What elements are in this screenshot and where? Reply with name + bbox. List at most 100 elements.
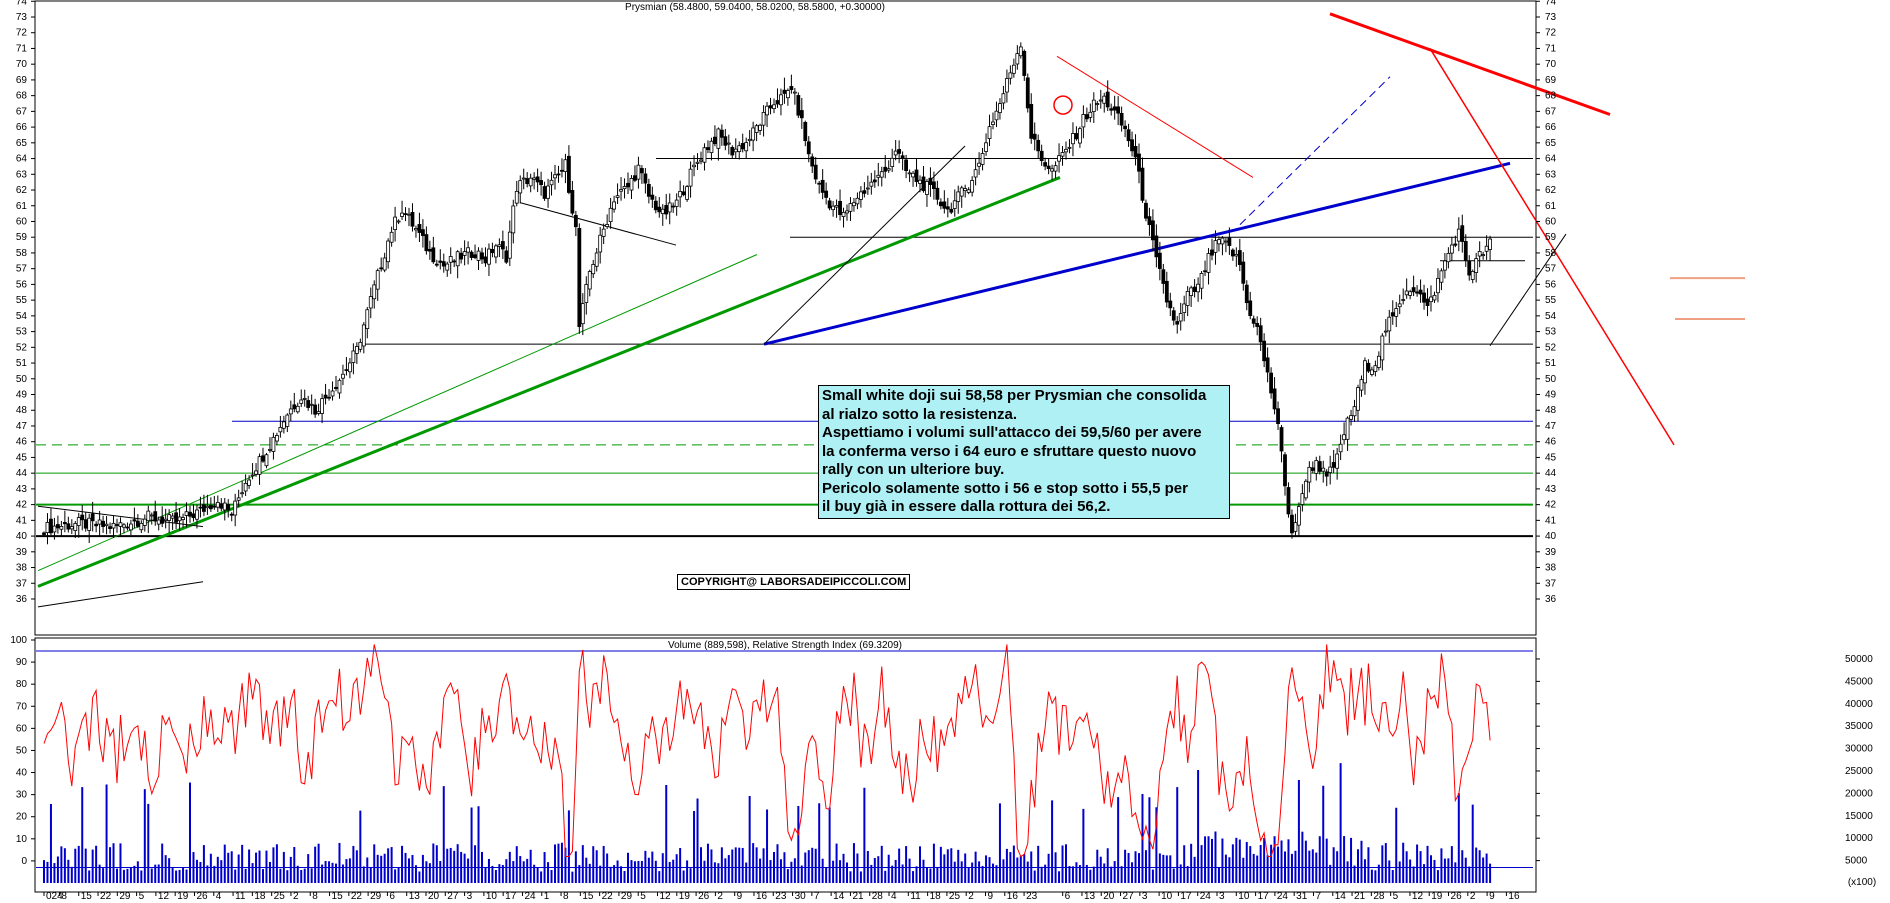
date-tick-label: 9 [737, 891, 743, 902]
candle-body [1185, 290, 1190, 306]
price-tick-label-right: 64 [1545, 154, 1557, 165]
candle-body [890, 157, 895, 167]
candle-body [285, 414, 290, 427]
candle-body [351, 350, 356, 363]
candle-body [1307, 466, 1312, 483]
candle-body [76, 517, 81, 526]
rsi-tick-label: 20 [16, 812, 28, 823]
candle-body [132, 519, 137, 522]
price-tick-label-right: 38 [1545, 563, 1557, 574]
candle-body [455, 251, 460, 267]
annotation-line: Pericolo solamente sotto i 56 e stop sot… [822, 479, 1188, 497]
price-tick-label-left: 46 [16, 437, 28, 448]
price-tick-label-left: 58 [16, 248, 28, 259]
candle-body [1067, 146, 1072, 149]
candle-body [754, 125, 759, 133]
candle-body [587, 271, 592, 290]
candle-body [292, 404, 297, 410]
candle-body [699, 159, 703, 162]
date-tick-label: 24 [1200, 891, 1212, 902]
candle-body [275, 435, 279, 442]
candle-body [101, 520, 105, 527]
candle-body [810, 156, 815, 167]
candle-body [1196, 283, 1200, 293]
price-tick-label-right: 57 [1545, 264, 1557, 275]
candle-body [87, 517, 92, 531]
candle-body [306, 400, 311, 408]
horizontal-levels [36, 158, 1745, 869]
date-tick-label: 17 [1258, 891, 1270, 902]
rsi-line [43, 644, 1491, 858]
candle-body [667, 202, 672, 213]
candle-body [1488, 238, 1492, 250]
volume-tick-label: 25000 [1845, 766, 1873, 777]
price-tick-label-left: 70 [16, 59, 28, 70]
candle-body [1112, 106, 1117, 111]
indicator-chart-title: Volume (889,598), Relative Strength Inde… [668, 640, 902, 651]
price-tick-label-left: 49 [16, 390, 28, 401]
date-tick-label: 3 [467, 891, 473, 902]
candle-body [518, 180, 523, 194]
rsi-tick-label: 90 [16, 657, 28, 668]
candle-body [1477, 251, 1482, 257]
candle-body [1098, 99, 1103, 102]
candle-body [403, 213, 408, 216]
candle-body [396, 220, 401, 223]
candle-body [629, 178, 634, 191]
date-tick-label: 20 [1103, 891, 1115, 902]
candle-body [1460, 225, 1465, 242]
highlight-circle [1053, 95, 1073, 115]
price-tick-label-right: 45 [1545, 452, 1557, 463]
annotation-line: Aspettiamo i volumi sull'attacco dei 59,… [822, 424, 1202, 441]
price-tick-label-right: 63 [1545, 169, 1557, 180]
candle-body [560, 169, 564, 172]
candle-body [1401, 299, 1406, 301]
candle-body [973, 169, 978, 178]
price-tick-label-right: 43 [1545, 484, 1557, 495]
price-tick-label-left: 54 [16, 311, 28, 322]
candle-body [1064, 148, 1068, 153]
price-tick-label-right: 72 [1545, 28, 1557, 39]
date-tick-label: 13 [1084, 891, 1096, 902]
candle-body [646, 183, 651, 197]
candle-body [605, 224, 610, 227]
candle-body [434, 263, 439, 266]
candle-body [1189, 287, 1194, 296]
candle-body [1390, 312, 1395, 317]
candle-body [1241, 261, 1246, 284]
candle-body [219, 503, 224, 509]
candle-body [514, 190, 519, 204]
date-tick-label: 27 [447, 891, 459, 902]
candle-body [108, 526, 112, 529]
candle-body [452, 260, 457, 263]
price-tick-label-left: 67 [16, 106, 28, 117]
candle-body [827, 200, 832, 209]
candle-body [320, 398, 324, 414]
annotation-line: il buy già in essere dalla rottura dei 5… [822, 498, 1111, 515]
date-tick-label: 3 [1142, 891, 1148, 902]
candle-body [1071, 133, 1075, 145]
candle-body [177, 516, 182, 522]
price-tick-label-left: 66 [16, 122, 28, 133]
candle-body [417, 224, 422, 233]
candle-body [1046, 165, 1051, 169]
candle-body [782, 89, 787, 94]
date-tick-label: 17 [1180, 891, 1192, 902]
candle-body [94, 523, 99, 527]
price-tick-label-left: 72 [16, 28, 28, 39]
date-tick-label: 22 [602, 891, 614, 902]
candle-body [1244, 284, 1249, 304]
candle-body [344, 369, 349, 371]
rsi-tick-label: 80 [16, 679, 28, 690]
candle-body [229, 513, 234, 516]
price-tick-label-right: 73 [1545, 12, 1557, 23]
candle-body [1418, 289, 1423, 295]
candle-body [1175, 321, 1180, 325]
rsi-tick-label: 60 [16, 723, 28, 734]
price-tick-label-left: 56 [16, 279, 28, 290]
candle-body [1272, 388, 1277, 410]
price-tick-label-right: 62 [1545, 185, 1557, 196]
candle-body [1404, 290, 1409, 296]
candle-body [799, 110, 804, 119]
candle-body [893, 150, 898, 156]
